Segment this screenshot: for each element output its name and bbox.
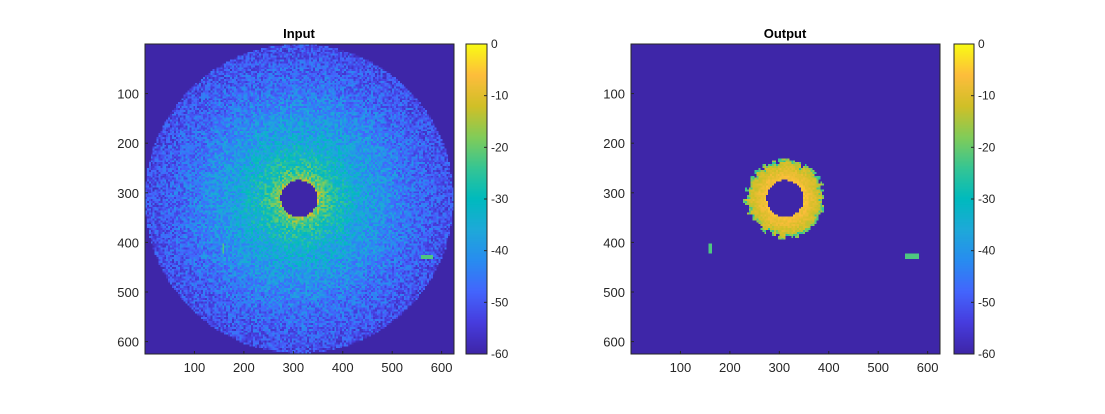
output-x-tick-label: 100 (670, 360, 692, 375)
output-x-tick-label: 500 (867, 360, 889, 375)
output-colorbar-tick-label: -50 (978, 295, 996, 309)
input-heatmap-image (145, 44, 454, 354)
input-x-tick-label: 500 (381, 360, 403, 375)
output-colorbar (954, 44, 974, 354)
input-y-tick-label: 200 (117, 136, 139, 151)
output-title: Output (764, 26, 807, 41)
output-colorbar-tick-label: 0 (978, 37, 985, 51)
input-colorbar-tick-label: 0 (491, 37, 498, 51)
input-colorbar-tick-label: -20 (491, 140, 509, 154)
output-colorbar-tick-label: -30 (978, 192, 996, 206)
input-panel: Input 100 200 300 400 500 600 100 200 300 400 500 6… (117, 26, 508, 375)
output-y-tick-label: 100 (603, 87, 625, 102)
input-colorbar-tick-label: -60 (491, 347, 509, 361)
output-colorbar-tick-label: -60 (978, 347, 996, 361)
input-x-tick-label: 400 (332, 360, 354, 375)
input-title: Input (283, 26, 315, 41)
input-y-tick-label: 500 (117, 285, 139, 300)
output-colorbar-tick-label: -20 (978, 140, 996, 154)
input-colorbar-tick-label: -50 (491, 295, 509, 309)
input-colorbar (466, 44, 487, 354)
input-y-tick-label: 100 (117, 87, 139, 102)
input-y-tick-label: 400 (117, 235, 139, 250)
output-heatmap-image (631, 44, 940, 354)
output-y-tick-label: 400 (603, 235, 625, 250)
input-axes-box (144, 43, 455, 355)
output-colorbar-tick-label: -10 (978, 89, 996, 103)
output-x-tick-label: 600 (917, 360, 939, 375)
input-x-tick-label: 100 (184, 360, 206, 375)
output-x-tick-label: 400 (818, 360, 840, 375)
output-y-tick-label: 300 (603, 186, 625, 201)
input-y-tick-label: 300 (117, 186, 139, 201)
input-colorbar-tick-label: -10 (491, 89, 509, 103)
input-y-tick-label: 600 (117, 335, 139, 350)
output-panel: Output 100 200 300 400 500 600 100 200 300 400 500… (603, 26, 995, 375)
output-colorbar-tick-label: -40 (978, 244, 996, 258)
output-x-tick-label: 300 (768, 360, 790, 375)
input-colorbar-tick-label: -30 (491, 192, 509, 206)
input-x-tick-label: 300 (282, 360, 304, 375)
output-x-tick-label: 200 (719, 360, 741, 375)
output-y-tick-label: 200 (603, 136, 625, 151)
input-colorbar-tick-label: -40 (491, 244, 509, 258)
output-y-tick-label: 500 (603, 285, 625, 300)
input-x-tick-label: 600 (431, 360, 453, 375)
input-x-tick-label: 200 (233, 360, 255, 375)
output-axes-box (630, 43, 941, 355)
output-y-tick-label: 600 (603, 335, 625, 350)
